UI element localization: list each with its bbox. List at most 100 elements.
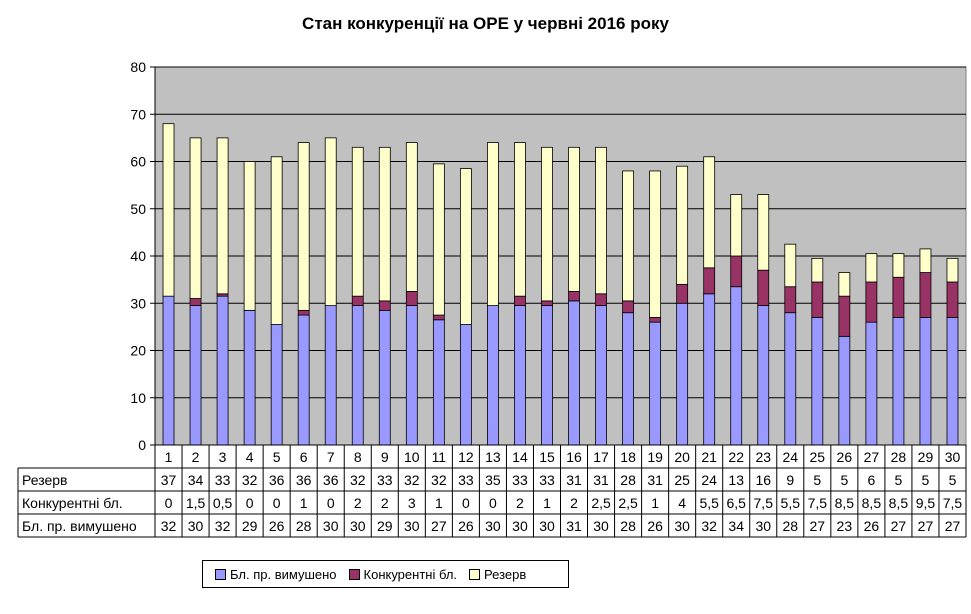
legend-label-reserve: Резерв — [484, 566, 527, 582]
table-cell: 30 — [350, 518, 366, 534]
bar-seg-competitive — [757, 269, 770, 307]
bar-seg-reserve — [838, 272, 851, 297]
x-tick-label: 23 — [755, 449, 771, 465]
bar-seg-competitive — [838, 295, 851, 337]
bar-seg-competitive — [865, 281, 878, 323]
bar-seg-reserve — [541, 146, 553, 302]
table-cell: 33 — [215, 472, 231, 488]
bar-seg-competitive — [351, 295, 364, 307]
x-tick-label: 4 — [246, 449, 254, 465]
y-tick-label: 80 — [130, 59, 146, 75]
bar-seg-competitive — [541, 300, 553, 307]
table-cell: 2 — [516, 495, 524, 511]
bar-seg-reserve — [162, 123, 175, 297]
bar-seg-forced — [784, 312, 797, 446]
table-cell: 9 — [786, 472, 794, 488]
table-cell: 28 — [782, 518, 798, 534]
x-tick-label: 9 — [381, 449, 389, 465]
y-tick-label: 50 — [130, 201, 146, 217]
table-cell: 27 — [891, 518, 907, 534]
table-cell: 0 — [327, 495, 335, 511]
table-cell: 1 — [300, 495, 308, 511]
chart-title: Стан конкуренції на ОРЕ у червні 2016 ро… — [302, 14, 669, 33]
y-tick-label: 70 — [130, 106, 146, 122]
table-cell: 32 — [431, 472, 447, 488]
bar-seg-competitive — [595, 293, 607, 307]
bar-seg-forced — [919, 317, 932, 446]
bar-seg-competitive — [919, 272, 932, 318]
bar-seg-forced — [162, 295, 175, 446]
bar-seg-forced — [243, 309, 256, 446]
legend: Бл. пр. вимушено Конкурентні бл. Резерв — [202, 560, 569, 588]
table-cell: 5 — [895, 472, 903, 488]
bar-seg-reserve — [811, 257, 824, 283]
table-cell: 5 — [840, 472, 848, 488]
x-tick-label: 27 — [864, 449, 880, 465]
legend-swatch-competitive — [348, 568, 360, 580]
x-tick-label: 29 — [918, 449, 934, 465]
bar-seg-forced — [757, 305, 770, 446]
table-cell: 0 — [489, 495, 497, 511]
bar-seg-reserve — [270, 156, 283, 325]
table-cell: 36 — [269, 472, 285, 488]
table-cell: 36 — [296, 472, 312, 488]
table-cell: 32 — [215, 518, 231, 534]
bar-seg-reserve — [297, 142, 310, 311]
table-cell: 29 — [377, 518, 393, 534]
table-cell: 30 — [404, 518, 420, 534]
bar-seg-competitive — [730, 255, 743, 288]
bar-seg-forced — [459, 324, 472, 446]
x-tick-label: 12 — [458, 449, 474, 465]
table-cell: 30 — [674, 518, 690, 534]
y-tick-label: 20 — [130, 343, 146, 359]
table-cell: 9,5 — [916, 495, 936, 511]
bar-seg-competitive — [189, 298, 202, 307]
bar-seg-forced — [432, 319, 445, 446]
bar-seg-forced — [189, 305, 202, 446]
table-cell: 27 — [945, 518, 961, 534]
bar-seg-forced — [541, 305, 553, 446]
bar-seg-reserve — [459, 168, 472, 325]
bar-seg-reserve — [216, 137, 229, 295]
x-tick-label: 26 — [837, 449, 853, 465]
table-cell: 30 — [512, 518, 528, 534]
table-cell: 24 — [701, 472, 717, 488]
table-cell: 8,5 — [862, 495, 882, 511]
table-cell: 30 — [539, 518, 555, 534]
bar-seg-forced — [216, 295, 229, 446]
table-cell: 31 — [647, 472, 663, 488]
legend-label-competitive: Конкурентні бл. — [363, 566, 458, 582]
bar-seg-reserve — [432, 163, 445, 316]
x-tick-label: 16 — [566, 449, 582, 465]
table-cell: 8,5 — [835, 495, 855, 511]
table-cell: 31 — [593, 472, 609, 488]
table-cell: 5,5 — [781, 495, 801, 511]
table-cell: 5 — [813, 472, 821, 488]
bar-seg-competitive — [405, 291, 418, 307]
bar-seg-forced — [622, 312, 634, 446]
x-tick-label: 19 — [647, 449, 663, 465]
bar-seg-reserve — [324, 137, 337, 307]
table-cell: 27 — [918, 518, 934, 534]
table-cell: 28 — [620, 472, 636, 488]
x-tick-label: 22 — [728, 449, 744, 465]
table-cell: 26 — [269, 518, 285, 534]
x-tick-label: 8 — [354, 449, 362, 465]
x-tick-label: 7 — [327, 449, 335, 465]
bar-seg-reserve — [189, 137, 202, 299]
table-cell: 32 — [350, 472, 366, 488]
table-cell: 6,5 — [726, 495, 746, 511]
table-cell: 32 — [404, 472, 420, 488]
table-cell: 2,5 — [591, 495, 611, 511]
bar-seg-competitive — [703, 267, 716, 295]
bar-seg-reserve — [514, 142, 526, 297]
y-tick-label: 30 — [130, 295, 146, 311]
x-tick-label: 6 — [300, 449, 308, 465]
table-cell: 30 — [323, 518, 339, 534]
x-tick-label: 17 — [593, 449, 609, 465]
table-cell: 30 — [755, 518, 771, 534]
bar-seg-forced — [487, 305, 499, 446]
table-cell: 5 — [922, 472, 930, 488]
legend-item-forced: Бл. пр. вимушено — [215, 567, 337, 582]
